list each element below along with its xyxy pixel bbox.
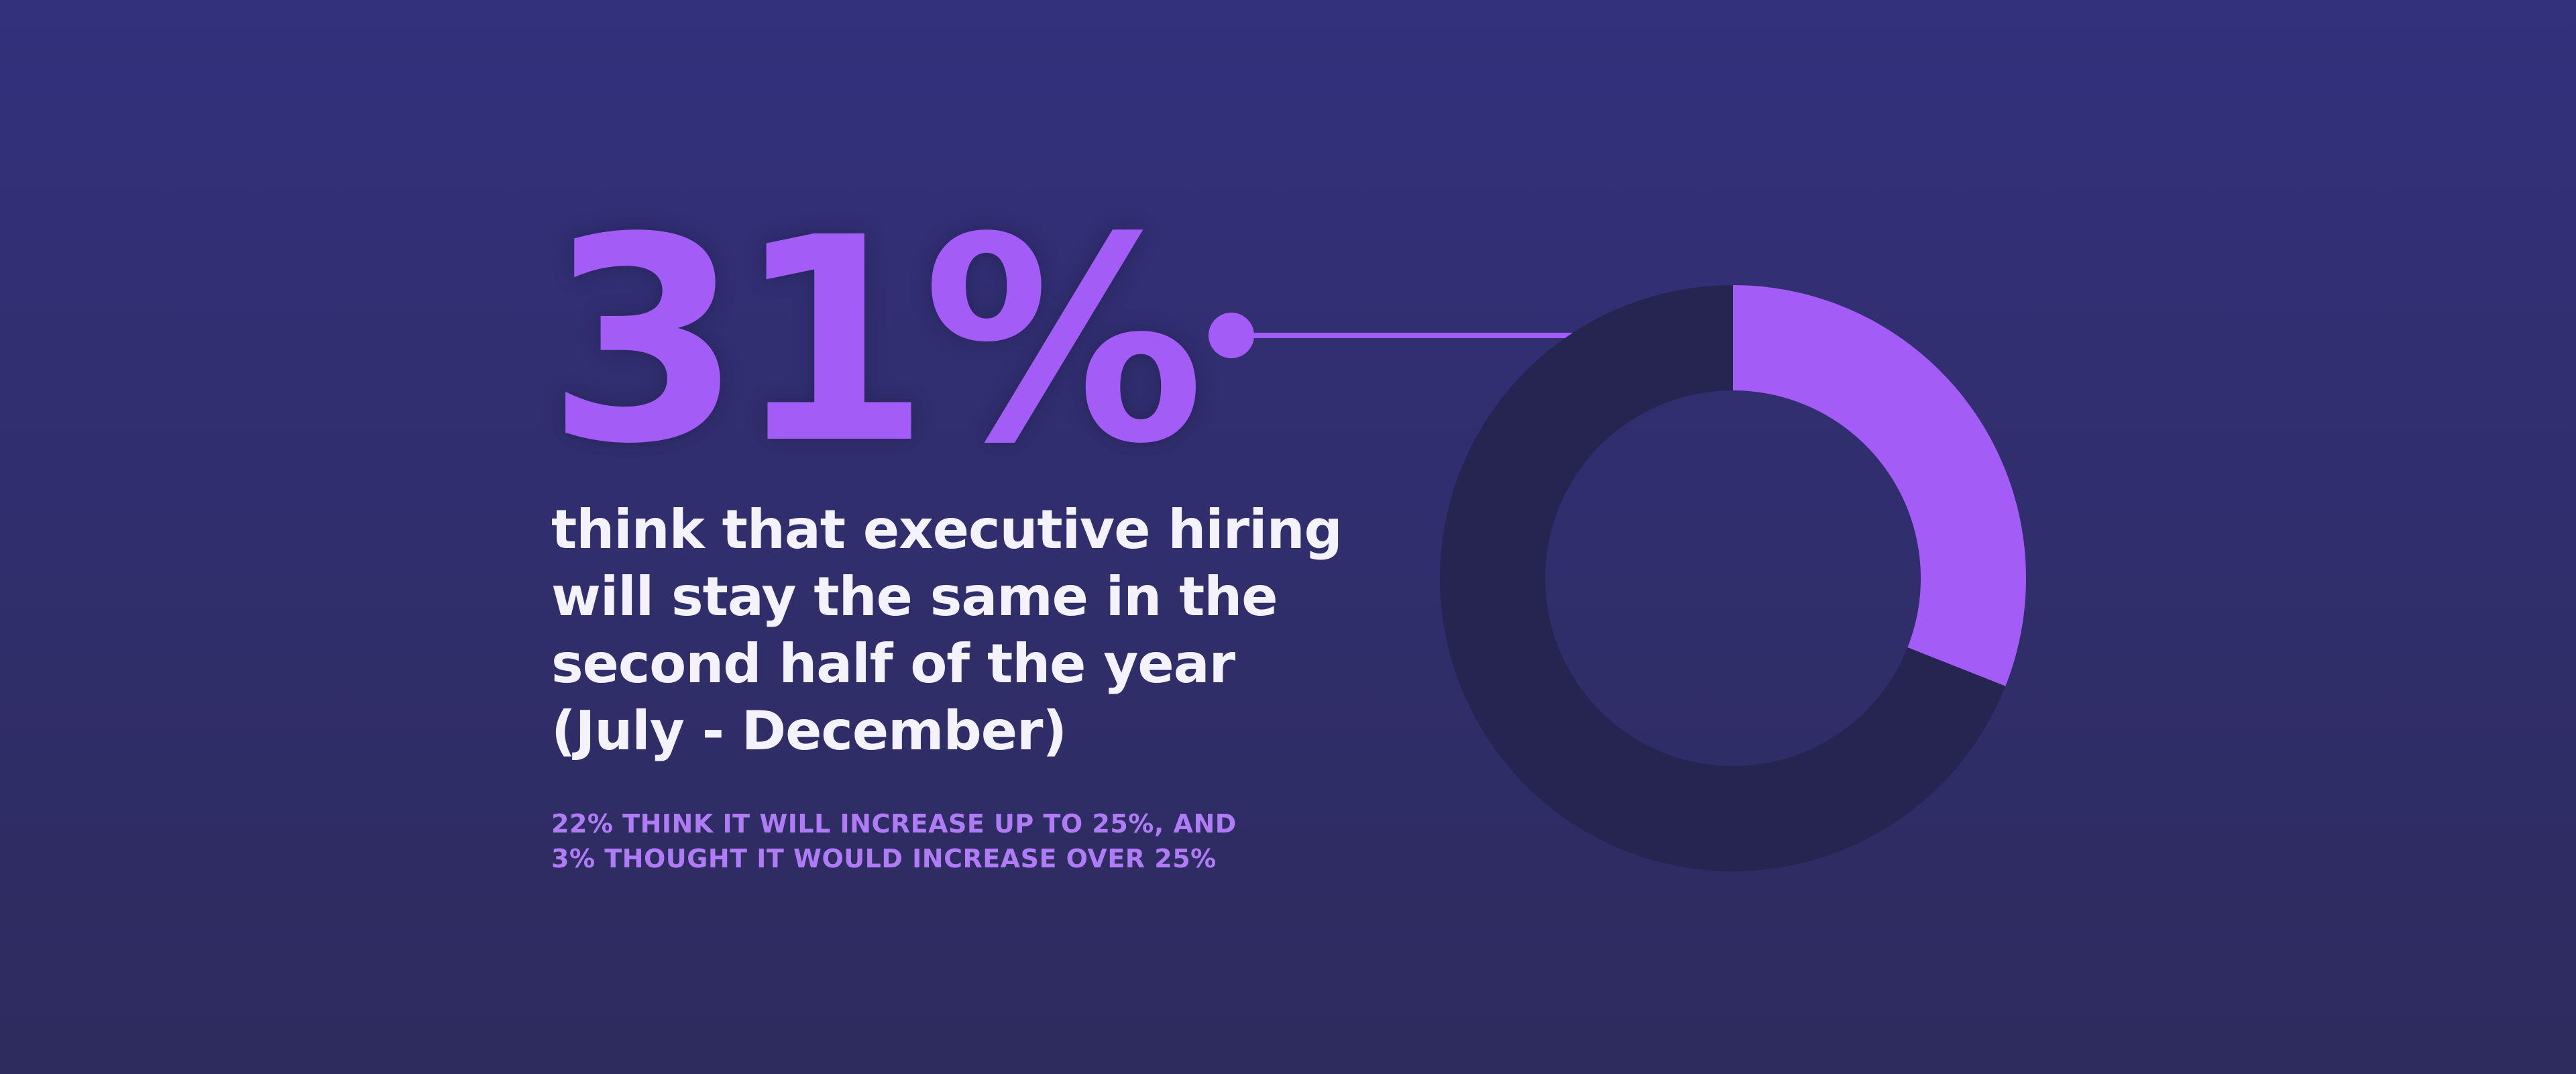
donut-slices — [1440, 285, 2027, 871]
footnote-line: 3% THOUGHT IT WOULD INCREASE OVER 25% — [551, 844, 1217, 873]
headline-line: will stay the same in the — [551, 566, 1278, 628]
donut-slice-stay-the-same — [1733, 285, 2027, 686]
headline-line: second half of the year — [551, 633, 1235, 695]
headline-line: think that executive hiring — [551, 498, 1343, 561]
stat-percentage: 31% — [547, 178, 1205, 506]
footnote-line: 22% THINK IT WILL INCREASE UP TO 25%, AN… — [551, 809, 1237, 839]
donut-slice-other — [1440, 285, 2006, 871]
callout-dot — [1209, 313, 1254, 358]
headline-line: (July - December) — [551, 700, 1067, 762]
footnote-text: 22% THINK IT WILL INCREASE UP TO 25%, AN… — [551, 806, 1329, 876]
headline-text: think that executive hiring will stay th… — [551, 496, 1343, 765]
